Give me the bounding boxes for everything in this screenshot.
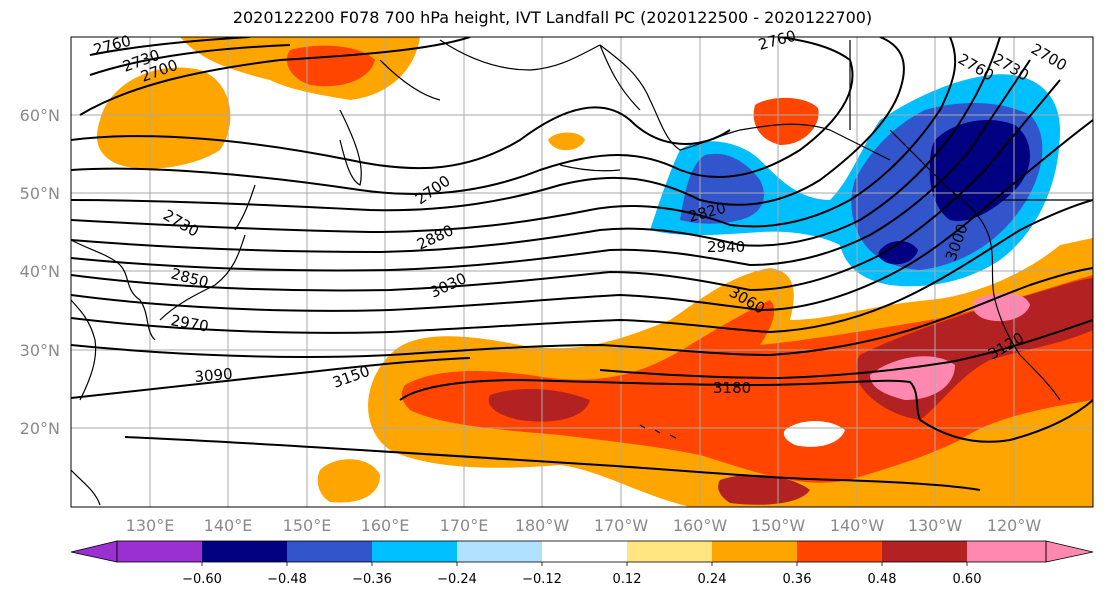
lon-label: 160°W xyxy=(673,516,728,535)
latitude-labels: 60°N 50°N 40°N 30°N 20°N xyxy=(20,106,60,438)
colorbar-extend-high xyxy=(1045,540,1094,563)
colorbar: −0.60 −0.48 −0.36 −0.24 −0.12 0.12 0.24 … xyxy=(70,540,1094,587)
border-us-canada xyxy=(849,40,1093,201)
lat-label: 20°N xyxy=(20,419,60,438)
colorbar-extend-low xyxy=(70,540,118,563)
coastline-hawaii xyxy=(639,424,677,439)
colorbar-swatch xyxy=(287,541,372,562)
ivt-region-pink-coast xyxy=(972,293,1030,322)
lon-label: 130°E xyxy=(126,516,175,535)
colorbar-swatch xyxy=(202,541,287,562)
lon-label: 150°W xyxy=(751,516,806,535)
colorbar-swatch xyxy=(627,541,712,562)
colorbar-swatch xyxy=(882,541,967,562)
plot-title: 2020122200 F078 700 hPa height, IVT Land… xyxy=(232,8,873,27)
ivt-region-darkred-south xyxy=(718,474,810,505)
ivt-region-red-gulf xyxy=(753,97,819,145)
longitude-labels: 130°E 140°E 150°E 160°E 170°E 180°W 170°… xyxy=(126,516,1042,535)
coastline-bc xyxy=(889,129,1061,401)
graticule xyxy=(71,37,1093,507)
colorbar-tick-label: −0.48 xyxy=(267,572,307,587)
contour-label: 3180 xyxy=(713,379,751,397)
ivt-region-orange-small xyxy=(548,132,585,151)
ivt-region-darkred-central xyxy=(488,388,590,422)
lon-label: 170°E xyxy=(440,516,489,535)
colorbar-swatch xyxy=(712,541,797,562)
contour-label: 2940 xyxy=(707,238,745,256)
lat-label: 50°N xyxy=(20,184,60,203)
height-contours xyxy=(71,37,1093,491)
coastline-bering xyxy=(439,39,641,111)
colorbar-tick-label: 0.36 xyxy=(783,572,812,587)
colorbar-tick-label: −0.60 xyxy=(182,572,222,587)
lon-label: 170°W xyxy=(594,516,649,535)
contour-label: 3090 xyxy=(194,365,234,386)
colorbar-tick-label: −0.12 xyxy=(522,572,562,587)
lon-label: 130°W xyxy=(908,516,963,535)
lon-label: 140°E xyxy=(204,516,253,535)
colorbar-swatch xyxy=(542,541,627,562)
lon-label: 160°E xyxy=(361,516,410,535)
lon-label: 140°W xyxy=(830,516,885,535)
lat-label: 30°N xyxy=(20,341,60,360)
ivt-region-navy-small xyxy=(878,241,918,265)
lat-label: 40°N xyxy=(20,262,60,281)
colorbar-swatch xyxy=(457,541,542,562)
ivt-region-orange-south xyxy=(317,459,380,503)
colorbar-swatch xyxy=(967,541,1046,562)
lat-label: 60°N xyxy=(20,106,60,125)
colorbar-swatch xyxy=(797,541,882,562)
ivt-region-pink-east xyxy=(870,356,955,400)
colorbar-swatch xyxy=(117,541,202,562)
colorbar-tick-label: −0.24 xyxy=(437,572,477,587)
lon-label: 180°W xyxy=(515,516,570,535)
ivt-region-blue xyxy=(680,153,764,224)
lon-label: 150°E xyxy=(283,516,332,535)
colorbar-swatch xyxy=(372,541,457,562)
colorbar-tick-label: 0.12 xyxy=(613,572,642,587)
coastline-aleutians xyxy=(559,164,621,172)
colorbar-tick-label: 0.48 xyxy=(868,572,897,587)
ivt-region-white-hole xyxy=(783,421,845,447)
map-frame xyxy=(70,36,1094,508)
coastline-asia xyxy=(71,239,156,506)
colorbar-frame xyxy=(116,540,1047,563)
lon-label: 120°W xyxy=(987,516,1042,535)
colorbar-tick-label: 0.60 xyxy=(953,572,982,587)
colorbar-tick-label: −0.36 xyxy=(352,572,392,587)
colorbar-tick-label: 0.24 xyxy=(698,572,727,587)
